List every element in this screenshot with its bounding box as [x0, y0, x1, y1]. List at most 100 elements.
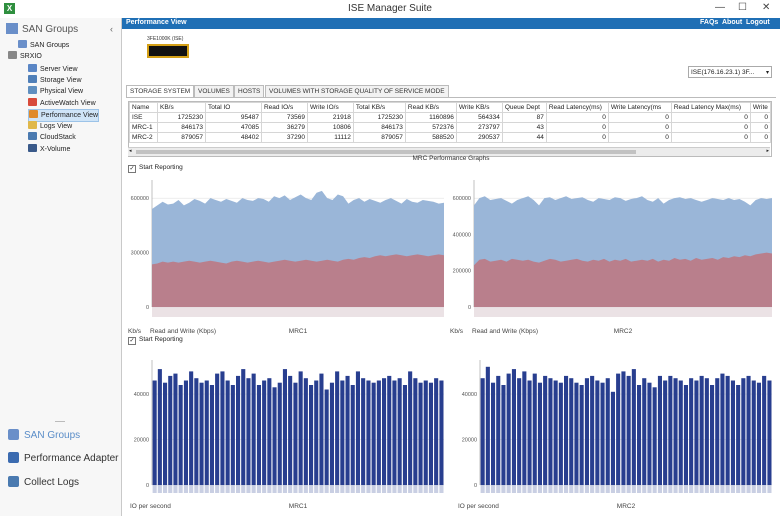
tree-item-logs-view[interactable]: Logs View — [28, 121, 72, 132]
nav-collect-logs[interactable]: Collect Logs — [8, 476, 79, 488]
bar — [678, 380, 683, 485]
tree-item-srxio[interactable]: SRXIO — [8, 51, 42, 62]
bar — [173, 373, 178, 485]
bar-reflection — [689, 485, 694, 493]
bar-reflection — [428, 485, 433, 493]
bar — [527, 380, 532, 485]
tab-volumes[interactable]: VOLUMES — [194, 85, 234, 97]
bar-reflection — [647, 485, 652, 493]
faqs-link[interactable]: FAQs — [700, 19, 719, 26]
bar-reflection — [480, 485, 485, 493]
bar-reflection — [376, 485, 381, 493]
bar-reflection — [251, 485, 256, 493]
column-header[interactable]: Write — [749, 102, 771, 113]
scroll-right-icon[interactable]: ▸ — [766, 148, 769, 154]
tab-storage-system[interactable]: STORAGE SYSTEM — [126, 85, 195, 98]
column-header[interactable]: Read IO/s — [260, 102, 308, 113]
x-app-icon: X — [4, 3, 15, 14]
device-tile[interactable]: 3FE1000K (ISE) — [147, 36, 189, 58]
column-header[interactable]: Read Latency(ms) — [545, 102, 609, 113]
bar-reflection — [157, 485, 162, 493]
bar-reflection — [439, 485, 444, 493]
bar — [720, 373, 725, 485]
column-header[interactable]: Total IO — [204, 102, 262, 113]
table-cell: 588520 — [404, 132, 457, 143]
y-tick-label: 300000 — [131, 251, 149, 257]
column-header[interactable]: KB/s — [156, 102, 206, 113]
tree-item-performance-view[interactable]: Performance View — [28, 109, 100, 122]
column-header[interactable]: Queue Dept — [501, 102, 547, 113]
scroll-thumb[interactable] — [136, 150, 636, 154]
tree-item-cloudstack[interactable]: CloudStack — [28, 132, 76, 143]
tree-item-storage-view[interactable]: Storage View — [28, 75, 82, 86]
close-button[interactable]: ✕ — [762, 2, 771, 13]
checkbox-check-icon: ✓ — [128, 337, 136, 345]
bar — [428, 382, 433, 485]
tree-item-physical-view[interactable]: Physical View — [28, 86, 83, 97]
maximize-button[interactable]: ☐ — [738, 2, 747, 13]
bar-reflection — [762, 485, 767, 493]
table-row[interactable]: MRC-1 846173 47085 36279 10806 846173 572376 27… — [129, 122, 771, 133]
table-cell: 11112 — [306, 132, 354, 143]
chart-title: MRC2 — [617, 503, 636, 510]
about-link[interactable]: About — [722, 19, 743, 26]
column-header[interactable]: Name — [129, 102, 158, 113]
column-header[interactable]: Write KB/s — [455, 102, 503, 113]
column-header[interactable]: Read Latency Max(ms) — [670, 102, 751, 113]
bar — [329, 382, 334, 485]
column-header[interactable]: Total KB/s — [352, 102, 406, 113]
minimize-button[interactable]: — — [715, 2, 725, 13]
chart-svg: 40000 20000 0 IO per second MRC1 — [130, 360, 444, 510]
bar-reflection — [558, 485, 563, 493]
bar-reflection — [392, 485, 397, 493]
y-tick-label: 40000 — [462, 392, 477, 398]
tree-item-activewatch-view[interactable]: ActiveWatch View — [28, 98, 96, 109]
bar-reflection — [511, 485, 516, 493]
table-scrollbar[interactable]: ◂ ▸ — [128, 147, 770, 156]
bar-reflection — [314, 485, 319, 493]
start-reporting-checkbox-1[interactable]: ✓ Start Reporting — [128, 164, 183, 173]
device-icon — [147, 44, 189, 58]
bar — [584, 378, 589, 485]
start-reporting-checkbox-2[interactable]: ✓ Start Reporting — [128, 336, 183, 345]
tree-item-server-view[interactable]: Server View — [28, 64, 78, 75]
bar-reflection — [282, 485, 287, 493]
bar-reflection — [340, 485, 345, 493]
column-header[interactable]: Write IO/s — [306, 102, 354, 113]
table-cell: 273797 — [455, 122, 503, 133]
table-cell: 290537 — [455, 132, 503, 143]
tree-item-x-volume[interactable]: X-Volume — [28, 144, 70, 155]
bar — [215, 373, 220, 485]
bar-reflection — [506, 485, 511, 493]
bar — [350, 385, 355, 485]
tree-item-san-groups[interactable]: SAN Groups — [18, 40, 69, 51]
tab-hosts[interactable]: HOSTS — [234, 85, 265, 97]
nav-performance-adapter[interactable]: Performance Adapter — [8, 452, 119, 464]
bar-reflection — [277, 485, 282, 493]
tab-volumes-qos[interactable]: VOLUMES WITH STORAGE QUALITY OF SERVICE … — [265, 85, 449, 97]
bar-reflection — [183, 485, 188, 493]
table-row[interactable]: MRC-2 879057 48402 37290 11112 879057 588520 29… — [129, 132, 771, 143]
bar — [382, 378, 387, 485]
system-selector[interactable]: ISE(176.16.23.1) 3F... ▾ — [688, 66, 772, 78]
bar-reflection — [637, 485, 642, 493]
column-header[interactable]: Write Latency(ms — [607, 102, 672, 113]
logs-icon — [28, 121, 37, 129]
bar — [361, 378, 366, 485]
logout-link[interactable]: Logout — [746, 19, 770, 26]
table-row[interactable]: ISE 1725230 95487 73569 21918 1725230 1160896 5… — [129, 112, 771, 123]
collapse-sidebar-button[interactable]: ‹ — [110, 24, 113, 34]
bar-reflection — [730, 485, 735, 493]
area-chart-mrc1: 600000 300000 0 Kb/s Read and Write (Kbps) MR… — [122, 174, 452, 336]
y-tick-label: 0 — [146, 483, 149, 489]
server-view-icon — [28, 64, 37, 72]
bar — [704, 378, 709, 485]
nav-san-groups[interactable]: SAN Groups — [8, 429, 80, 441]
scroll-left-icon[interactable]: ◂ — [129, 148, 132, 154]
table-cell: 564334 — [455, 112, 503, 123]
bar — [288, 375, 293, 485]
table-cell: 0 — [545, 112, 609, 123]
column-header[interactable]: Read KB/s — [404, 102, 457, 113]
tree-item-label: SAN Groups — [30, 42, 70, 49]
bar — [256, 385, 261, 485]
